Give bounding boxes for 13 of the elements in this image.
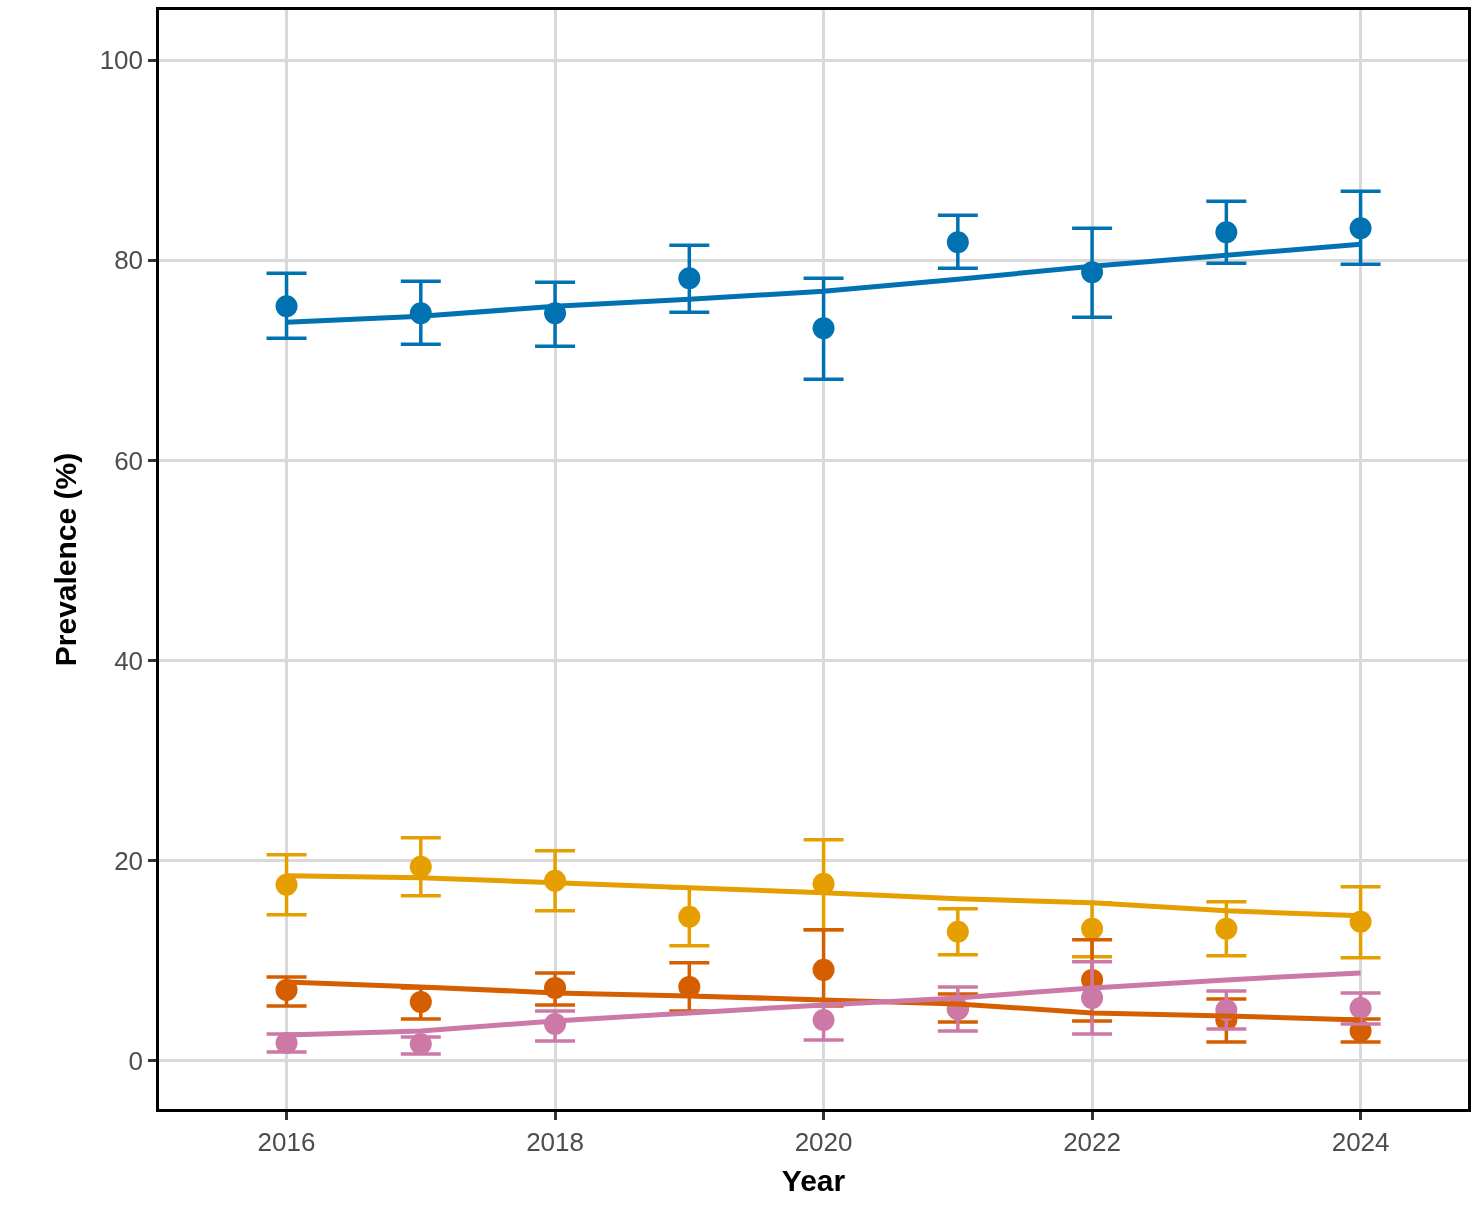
y-tick-label: 60 <box>114 445 144 476</box>
y-tick-label: 20 <box>114 845 144 876</box>
x-tick-label: 2020 <box>794 1126 853 1157</box>
y-tick-label: 0 <box>128 1046 144 1077</box>
y-tick-label: 80 <box>114 245 144 276</box>
x-tick-label: 2018 <box>526 1126 584 1157</box>
y-axis-title: Prevalence (%) <box>48 452 82 667</box>
x-tick-label: 2016 <box>257 1126 316 1157</box>
x-tick-label: 2024 <box>1331 1126 1390 1157</box>
y-tick-label: 40 <box>114 645 144 676</box>
x-tick-label: 2022 <box>1063 1126 1121 1157</box>
y-tick-label: 100 <box>99 45 144 76</box>
x-axis-title: Year <box>781 1164 846 1198</box>
